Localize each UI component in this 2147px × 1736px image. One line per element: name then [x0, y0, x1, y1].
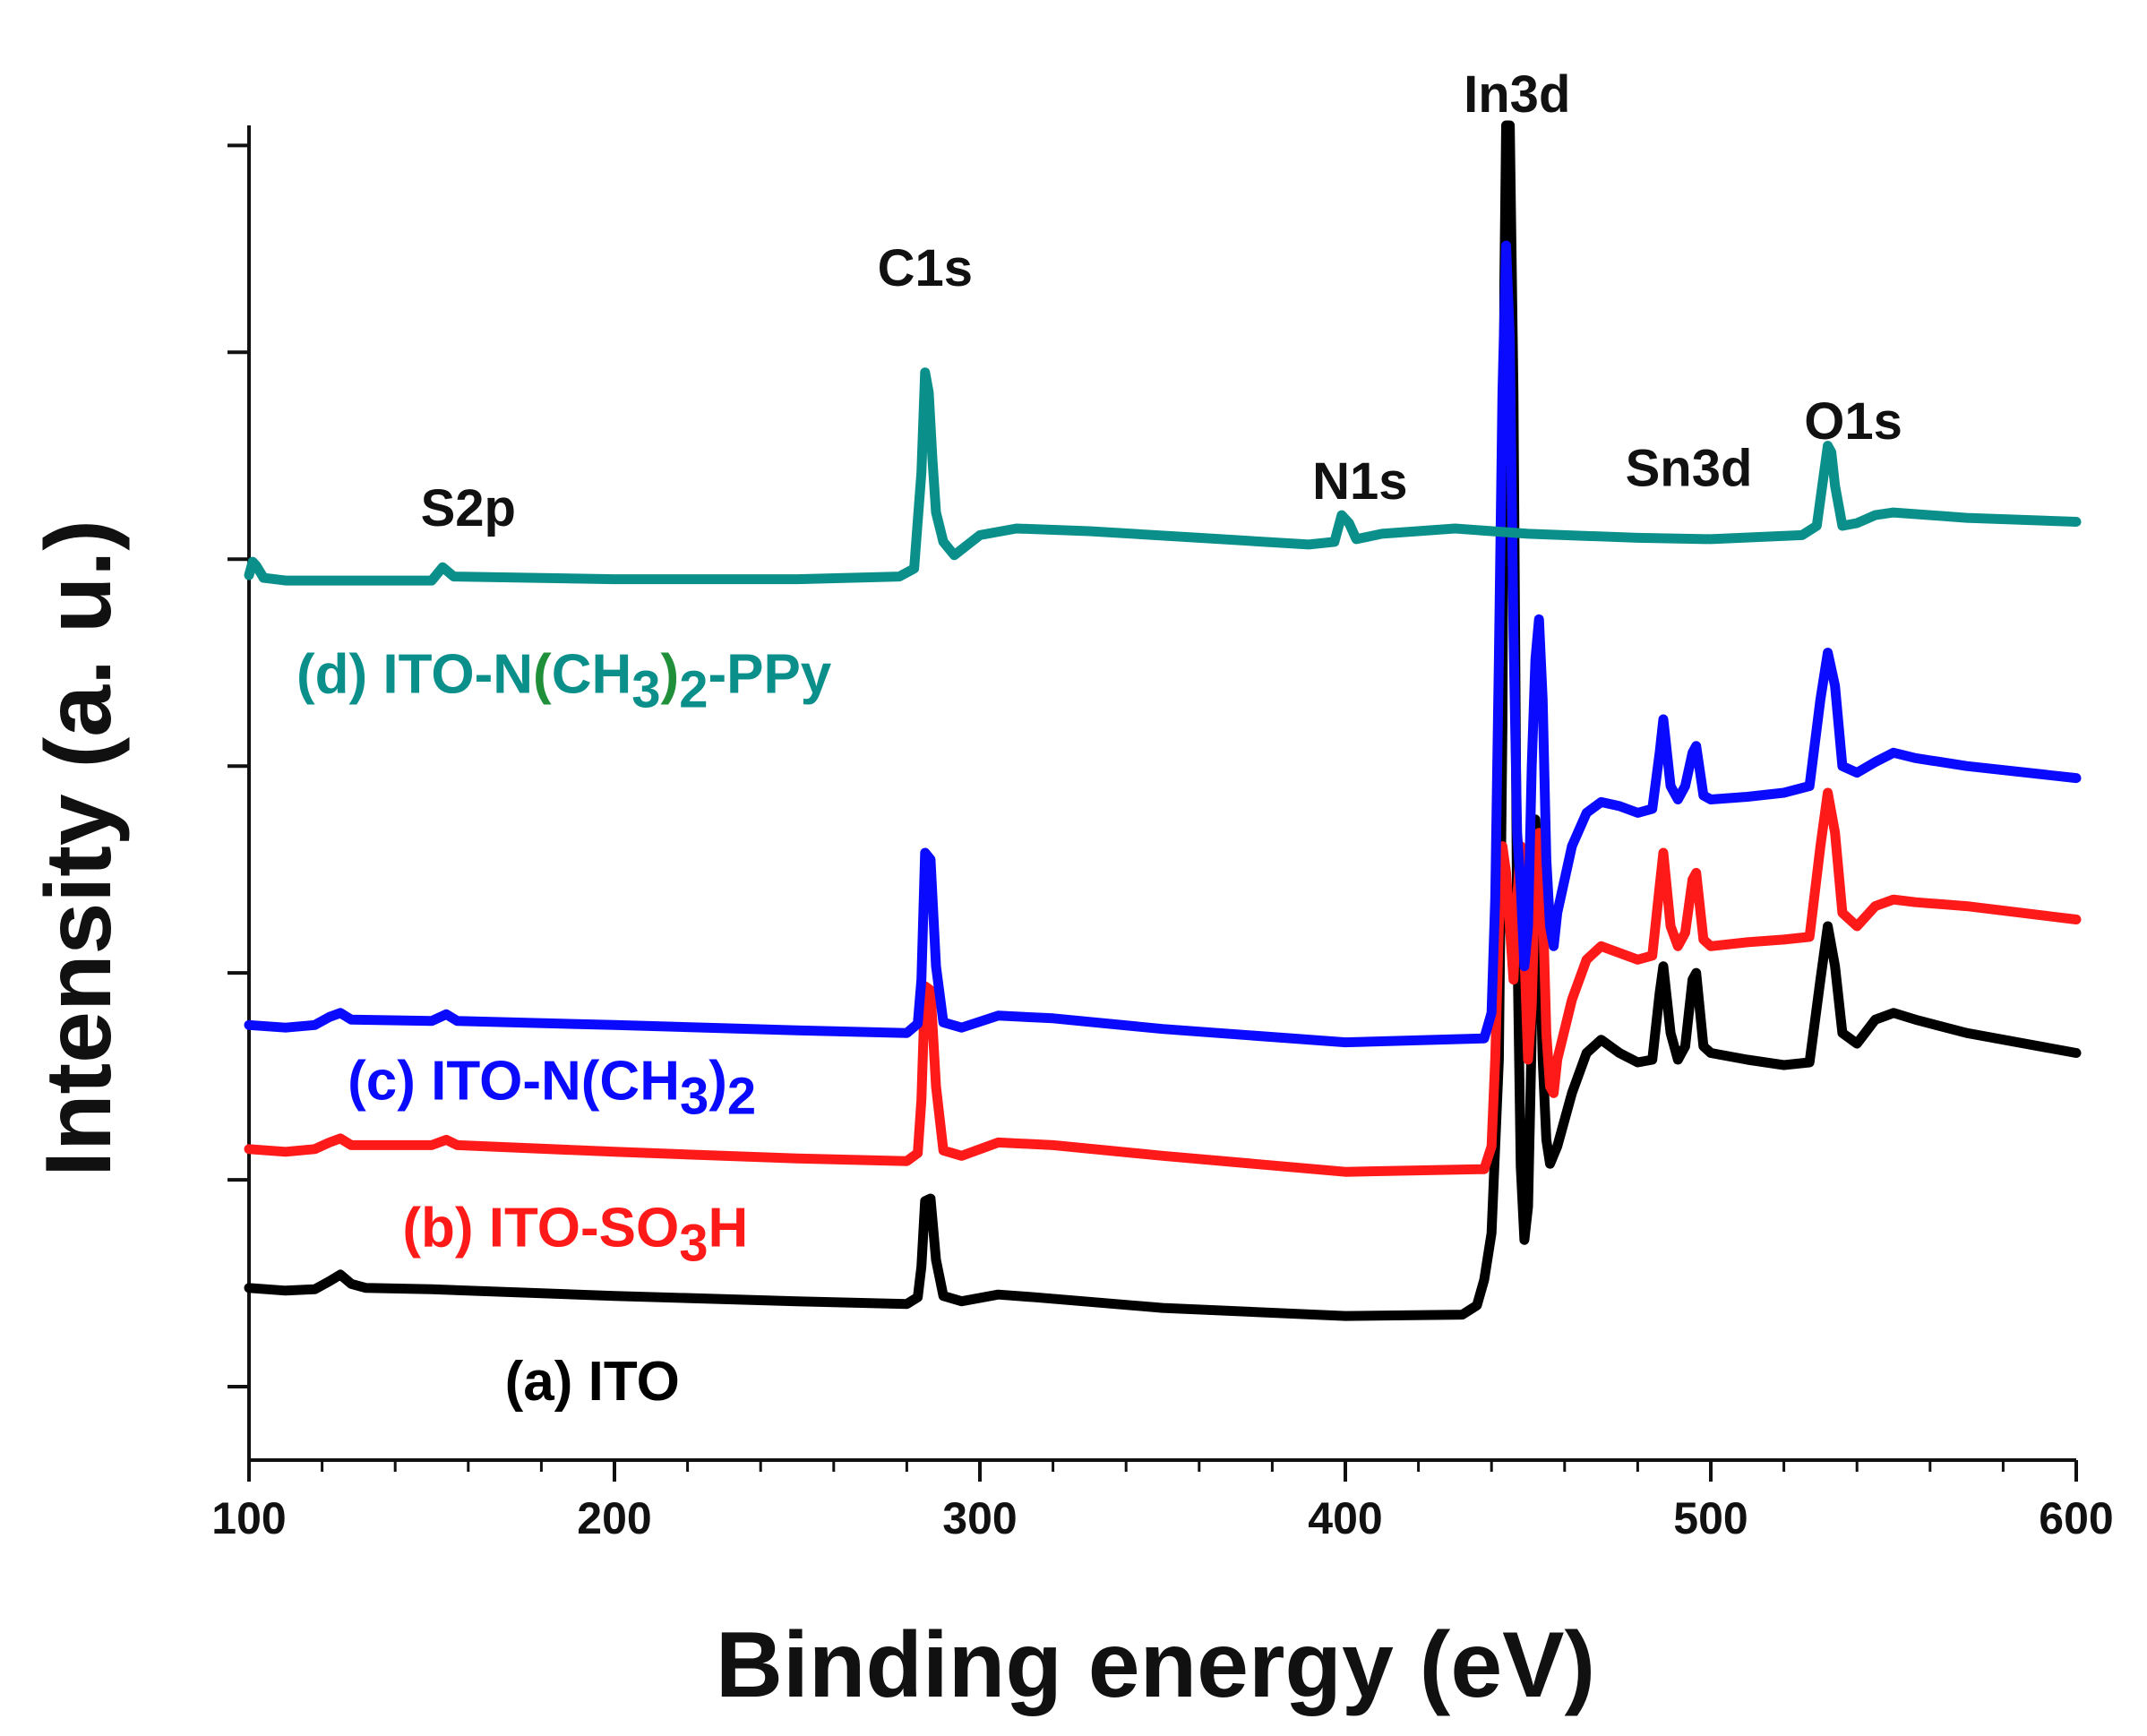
series-line-d	[244, 367, 2082, 586]
peak-label-n1s: N1s	[1312, 452, 1407, 511]
x-tick-label: 300	[942, 1493, 1017, 1543]
series-labels: (a) ITO (b) ITO-SO3H (c) ITO-N(CH3)2 (d) IT…	[296, 643, 832, 1413]
x-tick-label: 600	[2039, 1493, 2113, 1543]
peak-labels: S2p C1s N1s In3d Sn3d O1s	[421, 65, 1902, 537]
x-tick-label: 200	[577, 1493, 651, 1543]
peak-label-sn3d: Sn3d	[1626, 439, 1753, 497]
series-label-b: (b) ITO-SO3H	[402, 1198, 748, 1273]
x-tick-label: 500	[1673, 1493, 1748, 1543]
series-line-b	[244, 787, 2082, 1177]
series-label-c: (c) ITO-N(CH3)2	[348, 1051, 756, 1126]
series-label-a: (a) ITO	[505, 1351, 680, 1413]
peak-label-o1s: O1s	[1804, 392, 1902, 451]
series-line-c	[244, 240, 2082, 1048]
x-tick-label: 400	[1308, 1493, 1382, 1543]
x-tick-label: 100	[211, 1493, 286, 1543]
series-lines	[244, 120, 2082, 1321]
y-axis-title: Intensity (a. u.)	[27, 520, 131, 1177]
x-axis-title: Binding energy (eV)	[716, 1613, 1595, 1717]
peak-label-in3d: In3d	[1464, 65, 1570, 124]
series-line-a	[244, 120, 2082, 1321]
peak-label-c1s: C1s	[878, 239, 973, 297]
peak-label-s2p: S2p	[421, 479, 516, 537]
series-label-d: (d) ITO-N(CH3)2-PPy	[296, 643, 832, 718]
axes: 100 200 300 400 500 600	[211, 125, 2114, 1543]
